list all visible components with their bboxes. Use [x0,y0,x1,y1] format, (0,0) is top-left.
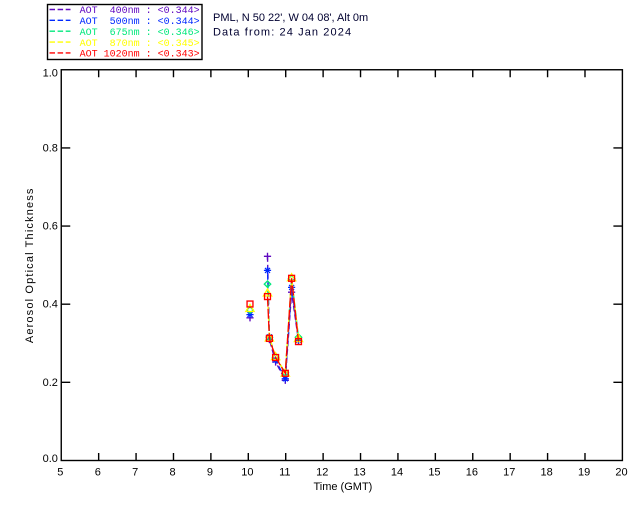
svg-text:12: 12 [316,467,328,479]
svg-text:14: 14 [391,467,403,479]
svg-text:11: 11 [279,467,290,479]
svg-text:8: 8 [170,467,176,479]
svg-text:13: 13 [354,467,366,479]
svg-text:AOT 870nm : <0.345>: AOT 870nm : <0.345> [80,39,200,50]
svg-text:10: 10 [241,467,253,479]
svg-text:7: 7 [132,467,138,479]
svg-text:Aerosol Optical Thickness: Aerosol Optical Thickness [24,187,36,343]
svg-text:0.6: 0.6 [43,221,58,233]
svg-text:Time (GMT): Time (GMT) [313,481,372,493]
svg-text:19: 19 [578,467,590,479]
svg-text:AOT 1020nm : <0.343>: AOT 1020nm : <0.343> [80,50,200,61]
svg-text:6: 6 [95,467,101,479]
svg-text:0.4: 0.4 [43,299,58,311]
svg-text:20: 20 [615,467,627,479]
svg-text:16: 16 [466,467,478,479]
svg-text:0.2: 0.2 [43,377,58,389]
svg-text:AOT 500nm : <0.344>: AOT 500nm : <0.344> [80,17,200,28]
svg-text:15: 15 [428,467,440,479]
svg-text:0.0: 0.0 [43,453,58,465]
svg-text:PML, N 50 22', W 04 08', Alt 0: PML, N 50 22', W 04 08', Alt 0m [213,12,368,24]
svg-text:AOT 400nm : <0.344>: AOT 400nm : <0.344> [80,6,200,17]
svg-text:1.0: 1.0 [43,68,58,80]
svg-text:9: 9 [207,467,213,479]
svg-text:17: 17 [503,467,515,479]
svg-text:AOT 675nm : <0.346>: AOT 675nm : <0.346> [80,28,200,39]
svg-text:Data from: 24 Jan 2024: Data from: 24 Jan 2024 [213,27,352,39]
svg-text:5: 5 [57,467,63,479]
svg-text:18: 18 [541,467,553,479]
svg-text:0.8: 0.8 [43,142,58,154]
